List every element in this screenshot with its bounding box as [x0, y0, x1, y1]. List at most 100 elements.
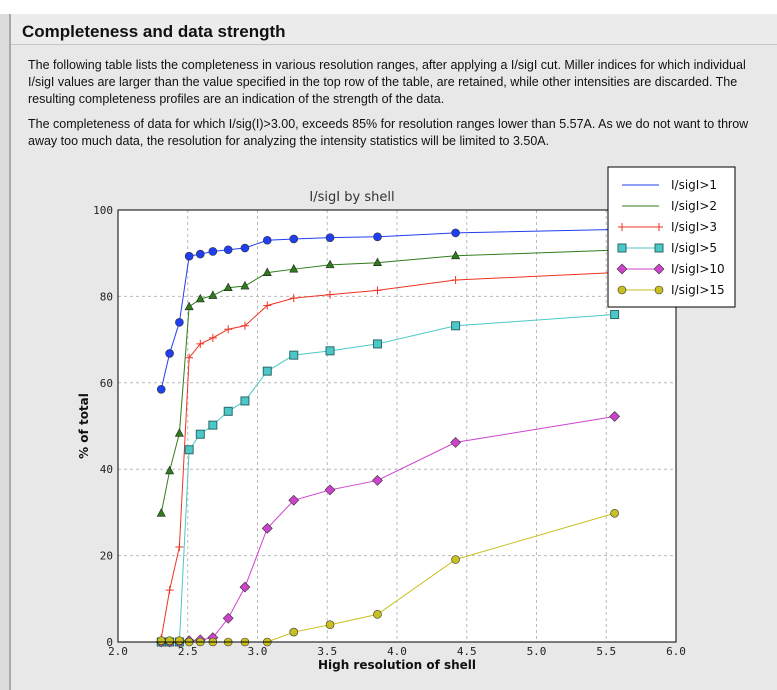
legend-label: I/sigI>1: [671, 178, 717, 192]
data-point: [289, 627, 299, 637]
data-point: [174, 428, 184, 437]
data-point: [208, 290, 218, 299]
data-point: [184, 301, 194, 311]
legend-label: I/sigI>15: [671, 283, 725, 297]
data-point: [165, 465, 175, 475]
data-point: [185, 353, 194, 362]
data-point: [165, 349, 174, 358]
legend-marker: [654, 285, 664, 295]
series-line: [161, 314, 615, 643]
data-point: [262, 235, 272, 245]
data-point: [451, 321, 461, 331]
legend-marker: [653, 263, 665, 275]
data-point: [175, 636, 184, 646]
data-point: [184, 445, 194, 455]
chart-title: I/sigI by shell: [309, 190, 394, 205]
data-point: [240, 280, 250, 290]
data-point: [372, 339, 382, 349]
data-point: [239, 581, 251, 593]
legend-label: I/sigI>5: [671, 241, 717, 255]
x-tick-label: 6.0: [666, 645, 686, 658]
legend-marker: [616, 263, 628, 275]
series-line: [160, 272, 615, 639]
data-point: [184, 251, 194, 261]
x-tick-label: 2.5: [178, 645, 198, 658]
data-point: [373, 610, 382, 619]
data-point: [165, 586, 174, 595]
data-point: [326, 290, 335, 299]
summary-paragraph: The completeness of data for which I/sig…: [28, 117, 749, 148]
series-line: [160, 228, 615, 390]
data-point: [289, 350, 299, 360]
y-tick-label: 80: [100, 290, 113, 303]
data-point: [373, 286, 382, 295]
section-header: Completeness and data strength: [11, 14, 777, 45]
data-point: [325, 233, 335, 242]
data-point: [195, 429, 205, 439]
y-tick-label: 20: [100, 550, 113, 563]
data-point: [373, 232, 382, 242]
data-point: [451, 555, 460, 564]
data-point: [196, 249, 205, 259]
plot-frame: [117, 209, 677, 643]
data-point: [195, 293, 205, 303]
legend-marker: [654, 243, 664, 253]
data-point: [609, 411, 621, 422]
y-tick-label: 100: [93, 204, 113, 217]
y-tick-label: 0: [106, 636, 113, 649]
data-point: [165, 636, 174, 646]
data-point: [156, 384, 166, 394]
data-point: [261, 522, 273, 534]
x-tick-label: 5.0: [527, 645, 547, 658]
x-tick-label: 4.5: [457, 645, 477, 658]
data-point: [224, 325, 233, 334]
section-title: Completeness and data strength: [22, 22, 286, 41]
series-line: [160, 249, 615, 514]
data-point: [372, 257, 382, 267]
legend-label: I/sigI>2: [671, 199, 717, 213]
data-point: [240, 321, 249, 330]
data-point: [263, 301, 272, 310]
data-point: [223, 245, 233, 255]
data-point: [451, 275, 460, 284]
legend-marker: [655, 223, 663, 231]
left-border: [0, 14, 11, 690]
data-point: [450, 436, 462, 448]
data-point: [325, 259, 335, 269]
data-point: [325, 346, 335, 356]
legend-marker: [617, 285, 627, 295]
legend-label: I/sigI>3: [671, 220, 717, 234]
data-point: [240, 243, 250, 253]
legend-marker: [618, 223, 626, 231]
data-point: [240, 396, 250, 406]
data-point: [223, 282, 233, 292]
x-tick-label: 3.5: [317, 645, 337, 658]
data-point: [175, 318, 184, 327]
data-point: [196, 339, 205, 348]
x-tick-label: 5.5: [596, 645, 616, 658]
data-point: [289, 264, 299, 273]
data-point: [451, 228, 460, 238]
data-point: [288, 494, 300, 506]
data-point: [156, 508, 166, 517]
data-point: [156, 636, 166, 646]
data-point: [208, 247, 218, 256]
data-point: [262, 267, 272, 276]
x-tick-label: 2.0: [108, 645, 128, 658]
y-tick-label: 40: [100, 463, 113, 476]
data-point: [262, 366, 272, 376]
data-point: [208, 420, 218, 430]
legend: I/sigI>1 I/sigI>2 I/sigI>3 I/sigI>5 I/sigI>1…: [607, 166, 736, 308]
y-tick-label: 60: [100, 377, 113, 390]
legend-label: I/sigI>10: [671, 262, 725, 276]
data-point: [610, 310, 620, 320]
data-point: [289, 294, 298, 303]
data-point: [223, 406, 233, 416]
x-tick-label: 4.0: [387, 645, 407, 658]
data-point: [289, 234, 299, 244]
x-axis-label: High resolution of shell: [318, 658, 476, 672]
data-point: [208, 333, 217, 342]
data-point: [175, 542, 184, 551]
data-point: [610, 508, 619, 518]
